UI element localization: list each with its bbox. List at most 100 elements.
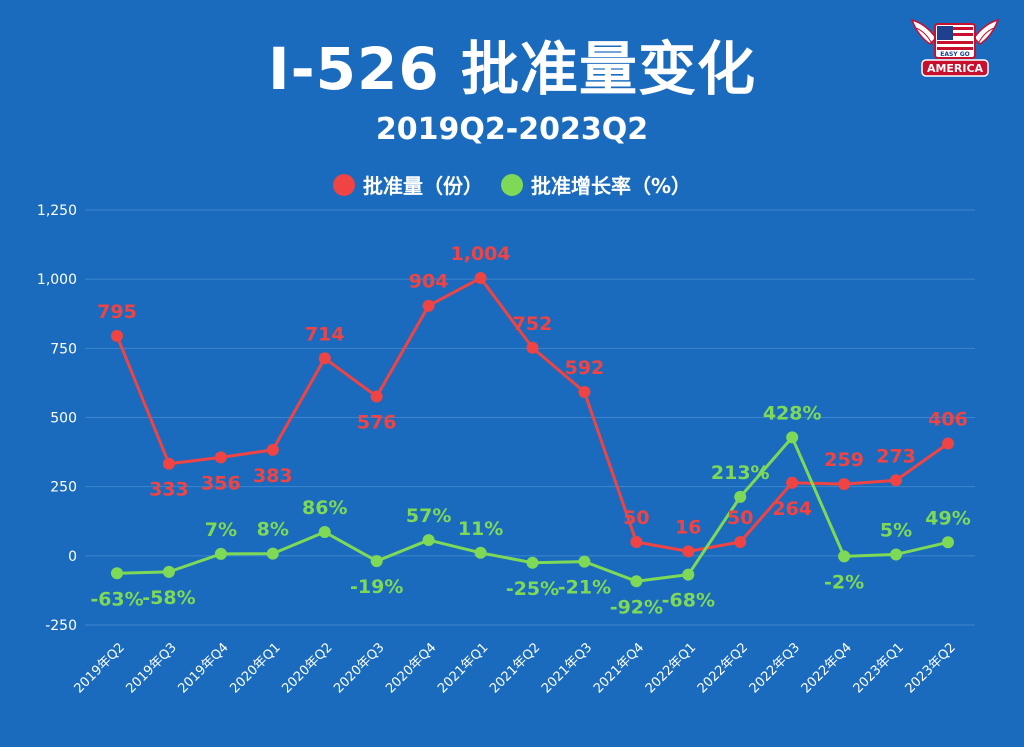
approvals-point [111,329,123,342]
growth-rate-point [214,547,227,560]
legend-label-approvals: 批准量（份） [362,174,483,198]
growth-rate-data-label: -63% [90,588,143,610]
growth-rate-point [526,556,539,569]
approvals-data-label: 333 [149,479,189,501]
growth-rate-data-label: 213% [711,462,770,484]
approvals-data-label: 1,004 [451,243,511,265]
approvals-data-label: 50 [727,507,753,529]
legend-item-approvals: 批准量（份） [332,170,483,199]
approvals-data-label: 592 [565,357,605,379]
x-tick-label: 2020年Q1 [227,640,283,696]
legend-dot-red [332,173,355,196]
growth-rate-data-label: -25% [506,578,559,600]
approvals-data-label: 356 [201,472,241,494]
growth-rate-data-label: -19% [350,576,403,598]
growth-rate-point [578,555,591,568]
growth-rate-data-label: 5% [880,519,912,541]
growth-rate-point [318,526,331,539]
growth-rate-point [734,490,747,503]
approvals-point [890,474,903,487]
approvals-data-label: 383 [253,465,293,487]
easy-go-america-logo: EASY GO AMERICA [910,18,1000,77]
legend-dot-green [500,173,523,196]
x-tick-label: 2021年Q3 [539,640,595,696]
approvals-point [162,457,175,470]
x-tick-label: 2022年Q4 [799,640,855,696]
growth-rate-data-label: -58% [142,587,195,609]
chart-subtitle: 2019Q2-2023Q2 [375,112,649,147]
approvals-point [214,451,227,464]
growth-rate-point [838,550,851,563]
x-tick-label: 2022年Q3 [747,640,803,696]
growth-rate-data-label: 7% [205,519,237,541]
x-tick-label: 2021年Q1 [435,640,491,696]
growth-rate-point [370,555,383,568]
growth-rate-data-label: 8% [257,519,289,541]
x-tick-label: 2019年Q2 [72,640,128,696]
y-tick-label: 1,250 [37,203,77,219]
legend-item-growth: 批准增长率（%） [500,170,692,199]
x-tick-label: 2022年Q2 [695,640,751,696]
approvals-point [474,272,487,285]
x-tick-label: 2019年Q4 [175,640,231,696]
approvals-data-label: 714 [305,323,345,345]
logo-top-text: EASY GO [940,51,970,58]
approvals-point [630,536,643,548]
approvals-point [266,443,279,456]
x-tick-label: 2020年Q3 [331,640,387,696]
growth-rate-data-label: -21% [558,577,611,599]
x-tick-label: 2021年Q2 [487,640,543,696]
growth-rate-point [630,575,643,588]
growth-rate-point [682,568,695,581]
approvals-data-label: 273 [876,445,916,467]
growth-rate-data-label: -68% [662,590,715,612]
x-tick-label: 2020年Q4 [383,640,439,696]
x-tick-label: 2021年Q4 [591,640,647,696]
growth-rate-data-label: 86% [302,497,347,519]
approvals-data-label: 259 [824,449,864,471]
growth-rate-point [422,534,435,547]
approvals-data-label: 50 [623,507,649,529]
y-tick-label: 250 [50,480,77,496]
growth-rate-data-label: 428% [763,402,822,424]
approvals-data-label: 264 [772,498,812,520]
approvals-point [682,545,695,558]
growth-rate-point [942,536,954,549]
x-tick-label: 2020年Q2 [279,640,335,696]
approvals-point [578,386,591,399]
chart-title: I-526 批准量变化 [268,35,756,103]
logo-bottom-text: AMERICA [927,62,984,75]
approvals-point [734,536,747,548]
approvals-point [838,478,851,491]
approvals-point [786,476,799,489]
approvals-point [942,437,954,450]
growth-rate-point [111,567,123,580]
growth-rate-point [474,546,487,559]
approvals-point [422,299,435,312]
approvals-data-label: 904 [409,271,449,293]
y-tick-label: 750 [50,341,77,357]
approvals-point [526,341,539,354]
approvals-point [318,352,331,365]
growth-rate-data-label: -92% [610,596,663,618]
y-tick-label: 0 [68,549,77,565]
approvals-point [370,390,383,403]
x-tick-label: 2022年Q1 [643,640,699,696]
growth-rate-point [266,547,279,560]
approvals-data-label: 406 [928,409,968,431]
growth-rate-point [890,548,903,561]
approvals-data-label: 752 [513,313,553,335]
growth-rate-data-label: 49% [925,507,970,529]
x-tick-label: 2019年Q3 [123,640,179,696]
legend-label-growth: 批准增长率（%） [530,174,692,198]
growth-rate-data-label: 11% [458,518,503,540]
y-tick-label: -250 [45,618,77,634]
approvals-data-label: 16 [675,516,701,538]
x-tick-label: 2023年Q1 [851,640,907,696]
growth-rate-data-label: -2% [824,571,864,593]
x-tick-label: 2023年Q2 [903,640,959,696]
legend: 批准量（份） 批准增长率（%） [0,170,1024,199]
approvals-data-label: 576 [357,411,397,433]
y-tick-label: 1,000 [37,272,77,288]
